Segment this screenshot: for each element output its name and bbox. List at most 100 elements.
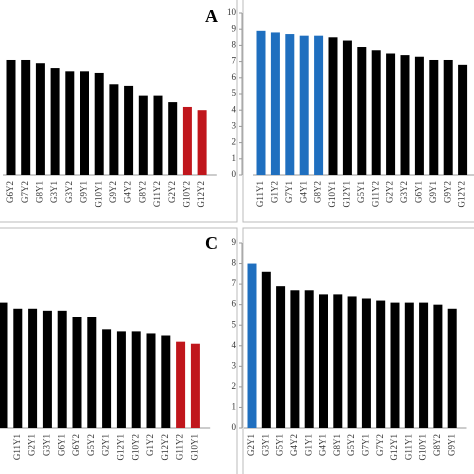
- bar: [28, 308, 38, 428]
- bar: [197, 110, 207, 175]
- x-tick-label: G2Y1: [246, 434, 256, 456]
- bar: [0, 302, 8, 428]
- bar: [314, 35, 324, 176]
- x-tick-label: G5Y2: [346, 434, 356, 456]
- x-tick-label: G11Y1: [255, 181, 265, 207]
- x-tick-label: G1Y2: [269, 181, 279, 203]
- x-tick-label: G8Y1: [332, 434, 342, 456]
- bar: [146, 333, 156, 428]
- bar: [131, 331, 141, 428]
- x-tick-label: G6Y1: [413, 181, 423, 203]
- bar: [13, 308, 23, 428]
- bar: [261, 271, 271, 428]
- y-tick-label: 1: [232, 153, 237, 163]
- bar: [447, 308, 457, 428]
- bar: [419, 302, 429, 428]
- bar: [429, 59, 439, 176]
- bar: [357, 47, 367, 175]
- bar: [371, 50, 381, 176]
- x-tick-label: G4Y2: [289, 434, 299, 456]
- y-tick-label: 8: [232, 39, 237, 49]
- x-tick-label: G10Y1: [93, 181, 103, 208]
- y-tick-label: 4: [232, 340, 237, 350]
- x-tick-label: G11Y2: [175, 434, 185, 460]
- bar: [94, 72, 104, 175]
- bar: [109, 84, 119, 175]
- bar: [319, 294, 328, 428]
- bar: [138, 95, 148, 175]
- bar: [376, 300, 386, 428]
- x-tick-label: G8Y2: [432, 434, 442, 456]
- bar: [443, 59, 453, 176]
- x-tick-label: G12Y1: [341, 181, 351, 208]
- x-tick-label: G7Y2: [375, 434, 385, 456]
- x-tick-label: G3Y2: [399, 181, 409, 203]
- bar: [270, 32, 280, 175]
- bar: [124, 85, 134, 175]
- bar: [256, 30, 266, 175]
- bar: [247, 263, 257, 428]
- y-tick-label: 2: [232, 137, 237, 147]
- x-tick-label: G11Y1: [403, 434, 413, 460]
- bar: [361, 298, 371, 428]
- x-tick-label: G10Y1: [189, 434, 199, 461]
- y-tick-label: 1: [232, 402, 237, 412]
- bar: [433, 304, 443, 428]
- x-tick-label: G4Y2: [123, 181, 133, 203]
- bar: [116, 331, 126, 428]
- bar: [87, 317, 97, 428]
- bar: [347, 296, 357, 428]
- x-tick-label: G11Y2: [370, 181, 380, 207]
- x-tick-label: G4Y1: [318, 434, 328, 456]
- x-tick-label: G7Y1: [360, 434, 370, 456]
- bar: [21, 59, 31, 176]
- y-tick-label: 6: [232, 72, 237, 82]
- bar: [304, 290, 314, 428]
- bar: [42, 310, 52, 428]
- bar: [182, 106, 192, 175]
- y-tick-label: 5: [232, 88, 237, 98]
- x-tick-label: G10Y1: [327, 181, 337, 208]
- x-tick-label: G4Y1: [298, 181, 308, 203]
- bar: [6, 59, 16, 176]
- x-tick-label: G7Y1: [284, 181, 294, 203]
- bar: [176, 341, 186, 428]
- y-tick-label: 7: [232, 278, 237, 288]
- x-tick-label: G10Y1: [418, 434, 428, 461]
- x-tick-label: G3Y1: [49, 181, 59, 203]
- bar: [50, 68, 60, 175]
- panel-label: C: [205, 233, 218, 253]
- x-tick-label: G2Y2: [167, 181, 177, 203]
- panel-frame: [242, 227, 474, 474]
- x-tick-label: G9Y1: [446, 434, 456, 456]
- y-tick-label: 3: [232, 120, 237, 130]
- bar: [285, 34, 295, 176]
- x-tick-label: G2Y1: [101, 434, 111, 456]
- bar: [342, 40, 352, 175]
- y-tick-label: 7: [232, 56, 237, 66]
- x-tick-label: G12Y1: [115, 434, 125, 461]
- bar: [276, 286, 286, 428]
- y-tick-label: 8: [232, 258, 237, 268]
- x-tick-label: G11Y1: [12, 434, 22, 460]
- x-tick-label: G6Y2: [5, 181, 15, 203]
- y-tick-label: 2: [232, 381, 237, 391]
- x-tick-label: G9Y1: [79, 181, 89, 203]
- x-tick-label: G12Y2: [457, 181, 467, 208]
- x-tick-label: G3Y1: [41, 434, 51, 456]
- bar: [72, 317, 82, 428]
- bar: [414, 56, 424, 175]
- bar: [102, 329, 112, 428]
- x-tick-label: G11Y2: [152, 181, 162, 207]
- y-tick-label: 3: [232, 360, 237, 370]
- panel-frame: [0, 227, 238, 474]
- x-tick-label: G9Y2: [442, 181, 452, 203]
- x-tick-label: G10Y2: [130, 434, 140, 461]
- y-tick-label: 9: [232, 23, 237, 33]
- y-tick-label: 0: [232, 169, 237, 179]
- x-tick-label: G8Y1: [34, 181, 44, 203]
- x-tick-label: G12Y1: [389, 434, 399, 461]
- x-tick-label: G5Y2: [86, 434, 96, 456]
- x-tick-label: G6Y1: [56, 434, 66, 456]
